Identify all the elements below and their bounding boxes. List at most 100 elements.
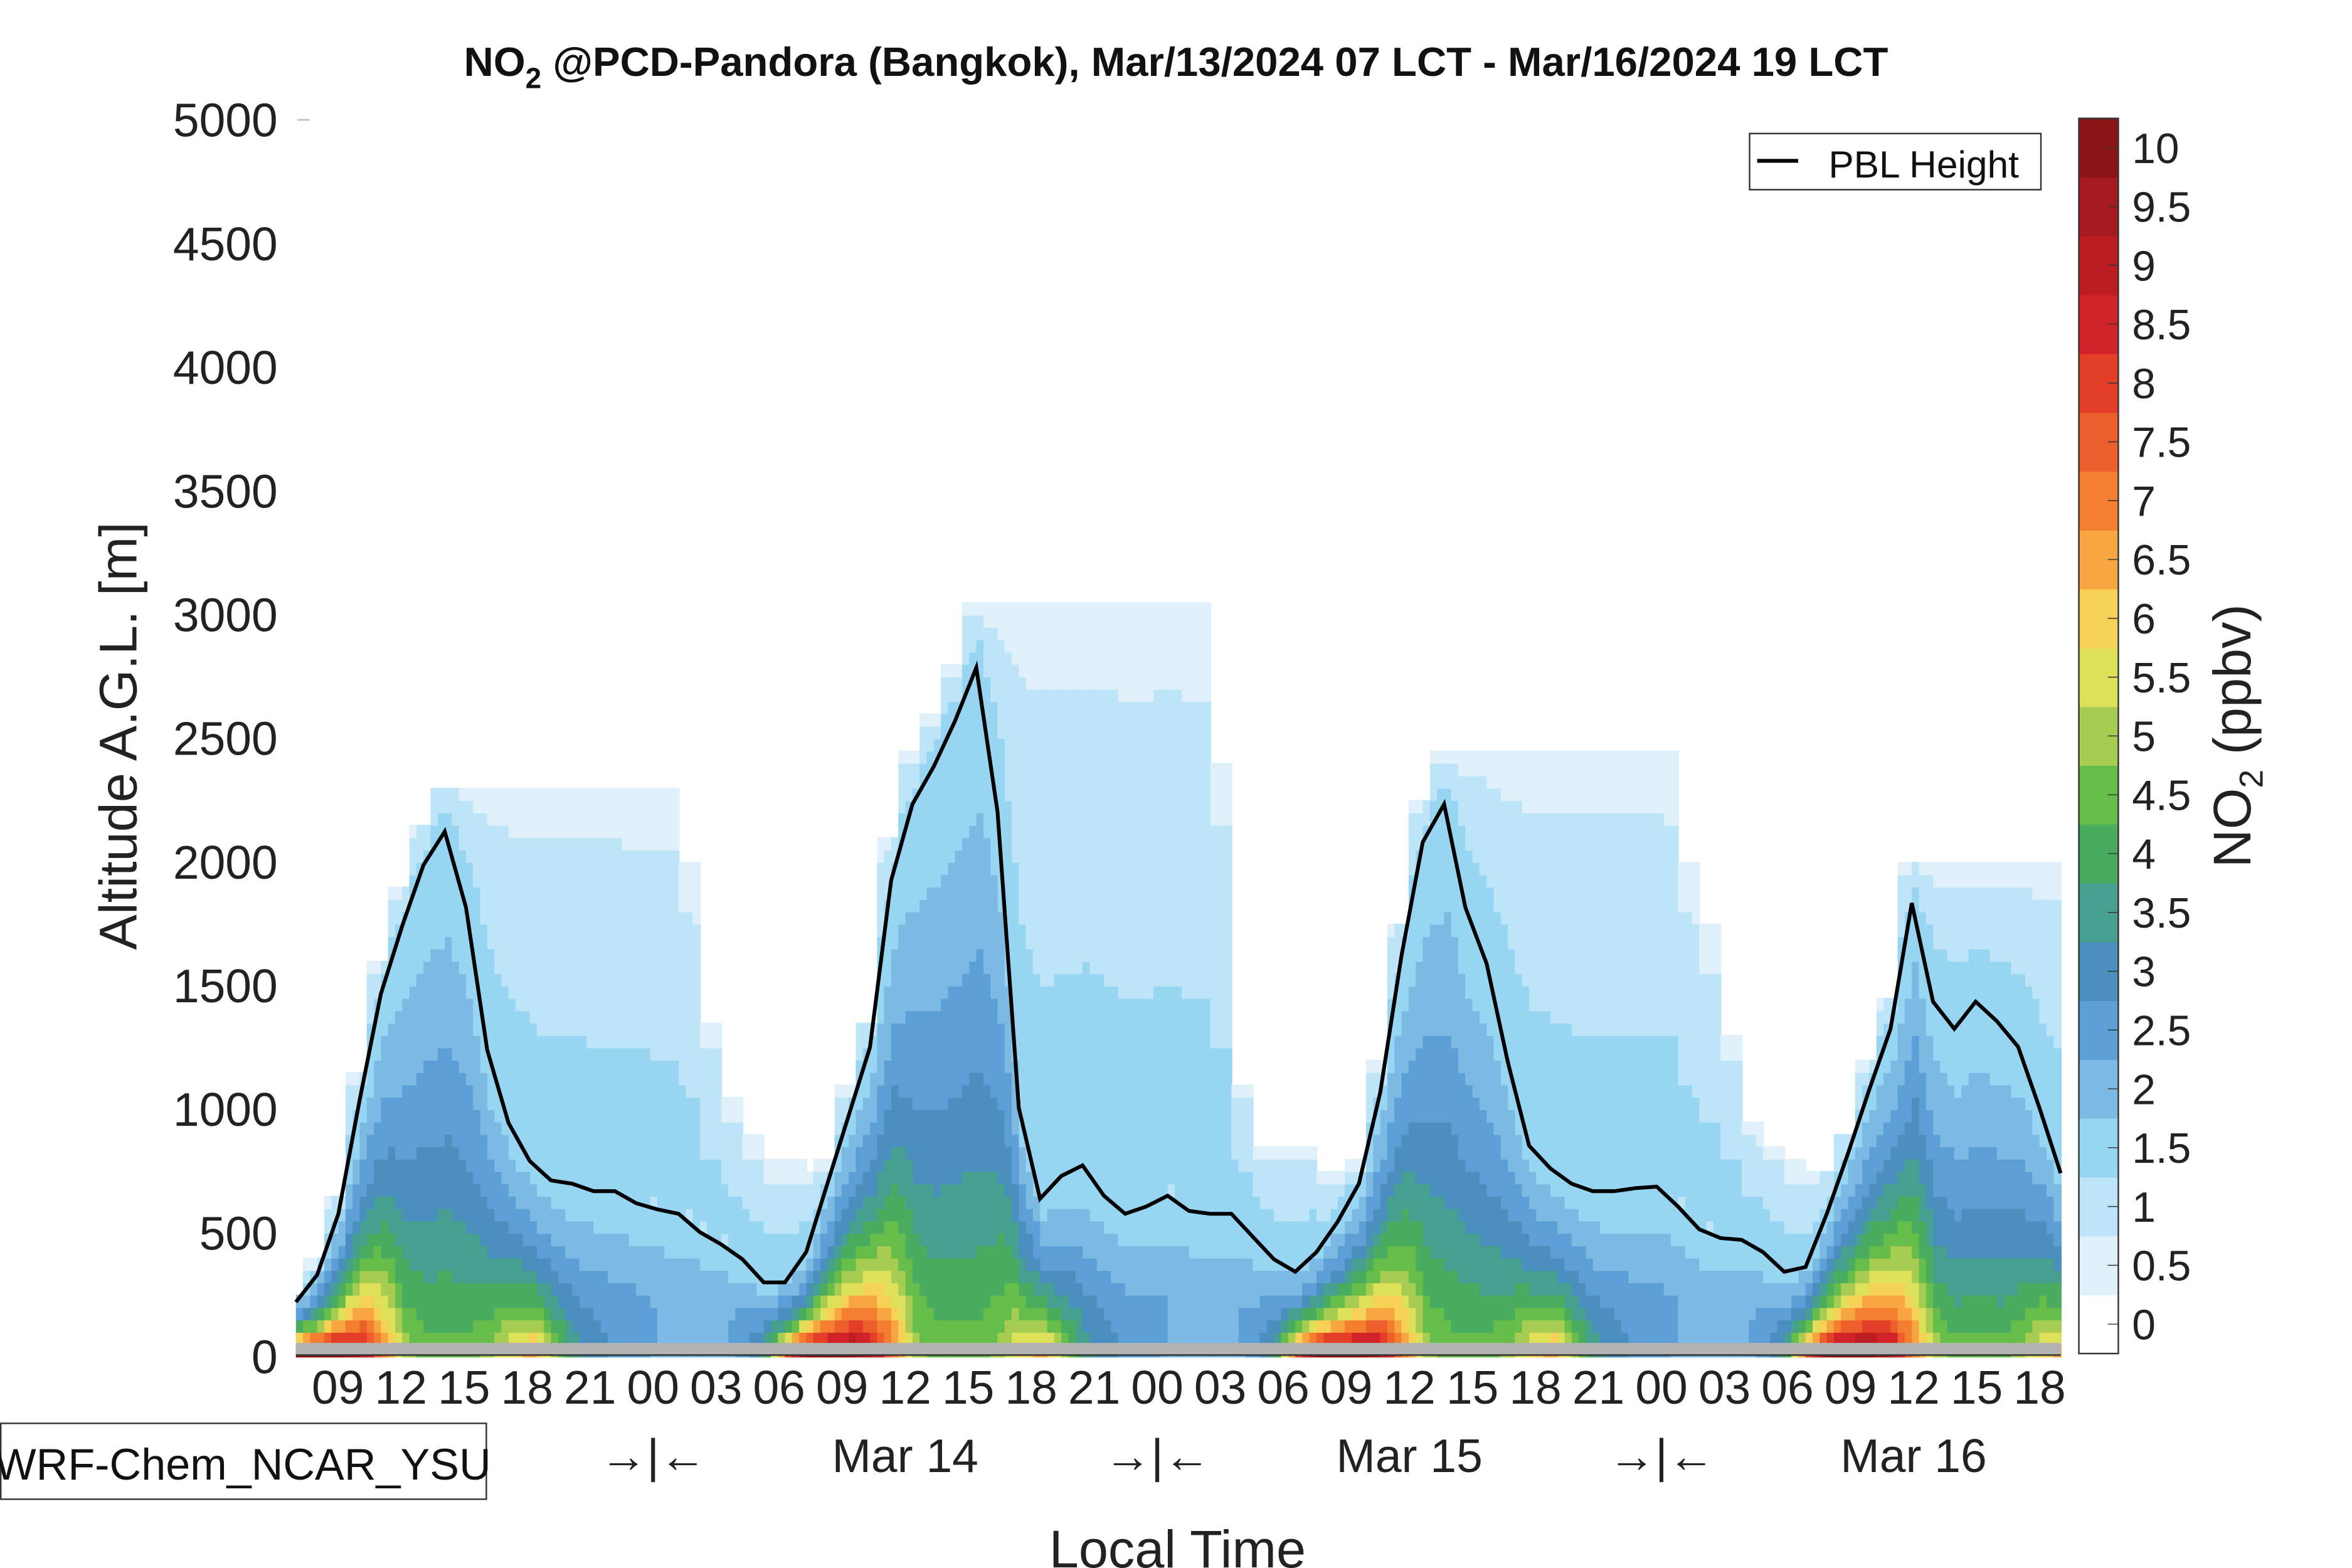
contour-cell bbox=[409, 923, 418, 937]
contour-cell bbox=[1004, 837, 1013, 850]
contour-cell bbox=[1019, 1059, 1027, 1073]
contour-cell bbox=[345, 1109, 354, 1123]
contour-cell bbox=[926, 750, 935, 764]
contour-cell bbox=[551, 1096, 559, 1111]
contour-cell bbox=[508, 1332, 517, 1345]
contour-cell bbox=[1118, 1022, 1126, 1036]
contour-cell bbox=[600, 1109, 609, 1123]
contour-cell bbox=[522, 973, 531, 987]
contour-cell bbox=[586, 1245, 595, 1259]
contour-cell bbox=[1032, 726, 1041, 739]
contour-cell bbox=[465, 1121, 474, 1135]
contour-cell bbox=[650, 1332, 659, 1345]
contour-cell bbox=[586, 911, 595, 925]
contour-cell bbox=[664, 985, 673, 999]
contour-cell bbox=[778, 1195, 786, 1209]
contour-cell bbox=[948, 998, 956, 1012]
contour-cell bbox=[636, 1183, 644, 1197]
contour-cell bbox=[607, 998, 616, 1012]
contour-cell bbox=[1025, 923, 1034, 937]
contour-cell bbox=[1012, 713, 1020, 727]
contour-cell bbox=[1118, 738, 1126, 752]
contour-cell bbox=[1096, 726, 1105, 739]
contour-cell bbox=[473, 1307, 482, 1321]
contour-cell bbox=[969, 973, 978, 987]
contour-cell bbox=[395, 1035, 403, 1049]
contour-cell bbox=[628, 1232, 637, 1246]
contour-cell bbox=[536, 1295, 545, 1308]
contour-cell bbox=[1111, 1146, 1120, 1160]
contour-cell bbox=[1004, 1059, 1013, 1073]
contour-cell bbox=[359, 1307, 368, 1321]
contour-cell bbox=[976, 1096, 985, 1111]
contour-cell bbox=[884, 1047, 893, 1061]
contour-cell bbox=[933, 998, 942, 1012]
contour-cell bbox=[536, 1245, 545, 1259]
contour-cell bbox=[877, 1010, 886, 1024]
contour-cell bbox=[735, 1295, 744, 1308]
contour-cell bbox=[955, 1121, 963, 1135]
contour-cell bbox=[983, 1232, 992, 1246]
contour-cell bbox=[1032, 627, 1041, 640]
contour-cell bbox=[1096, 1282, 1105, 1296]
contour-cell bbox=[905, 1158, 914, 1172]
contour-cell bbox=[565, 1269, 573, 1284]
contour-cell bbox=[508, 923, 517, 937]
contour-cell bbox=[1061, 1047, 1069, 1061]
contour-cell bbox=[856, 1282, 864, 1296]
contour-cell bbox=[778, 1232, 786, 1246]
contour-cell bbox=[558, 1158, 566, 1172]
contour-cell bbox=[1061, 874, 1069, 888]
contour-cell bbox=[1068, 1010, 1077, 1024]
contour-cell bbox=[990, 1010, 999, 1024]
contour-cell bbox=[487, 1158, 495, 1172]
contour-cell bbox=[941, 960, 949, 975]
contour-cell bbox=[1054, 1047, 1062, 1061]
contour-cell bbox=[295, 1319, 304, 1333]
contour-cell bbox=[983, 1109, 992, 1123]
contour-cell bbox=[990, 849, 999, 863]
contour-cell bbox=[976, 627, 985, 640]
contour-cell bbox=[600, 1171, 609, 1185]
contour-cell bbox=[1089, 689, 1098, 702]
contour-cell bbox=[933, 1208, 942, 1222]
contour-cell bbox=[955, 763, 963, 776]
contour-cell bbox=[381, 1307, 389, 1321]
contour-cell bbox=[1047, 1109, 1056, 1123]
contour-cell bbox=[423, 1059, 432, 1073]
contour-cell bbox=[352, 1232, 361, 1246]
contour-cell bbox=[961, 614, 970, 628]
contour-cell bbox=[785, 1221, 793, 1234]
contour-cell bbox=[480, 1319, 489, 1333]
contour-cell bbox=[430, 936, 439, 950]
contour-cell bbox=[501, 985, 510, 999]
contour-cell bbox=[1075, 1035, 1084, 1049]
contour-cell bbox=[671, 948, 680, 962]
contour-cell bbox=[1025, 936, 1034, 950]
contour-cell bbox=[686, 1307, 694, 1321]
contour-cell bbox=[756, 1307, 765, 1321]
contour-cell bbox=[544, 998, 553, 1012]
contour-cell bbox=[933, 1319, 942, 1333]
contour-cell bbox=[1125, 1307, 1133, 1321]
contour-cell bbox=[1025, 763, 1034, 776]
contour-cell bbox=[997, 1195, 1006, 1209]
contour-cell bbox=[1004, 639, 1013, 653]
contour-cell bbox=[1125, 1109, 1133, 1123]
contour-cell bbox=[579, 1319, 588, 1333]
contour-cell bbox=[544, 787, 553, 802]
contour-cell bbox=[926, 874, 935, 888]
contour-cell bbox=[508, 825, 517, 839]
contour-cell bbox=[877, 1208, 886, 1222]
contour-cell bbox=[1012, 936, 1020, 950]
contour-cell bbox=[516, 1072, 524, 1086]
contour-cell bbox=[487, 1010, 495, 1024]
contour-cell bbox=[955, 750, 963, 764]
contour-cell bbox=[536, 837, 545, 850]
contour-cell bbox=[742, 1232, 751, 1246]
contour-cell bbox=[522, 1171, 531, 1185]
contour-cell bbox=[969, 1183, 978, 1197]
contour-cell bbox=[1068, 862, 1077, 876]
contour-cell bbox=[1083, 689, 1091, 702]
contour-cell bbox=[303, 1258, 311, 1271]
